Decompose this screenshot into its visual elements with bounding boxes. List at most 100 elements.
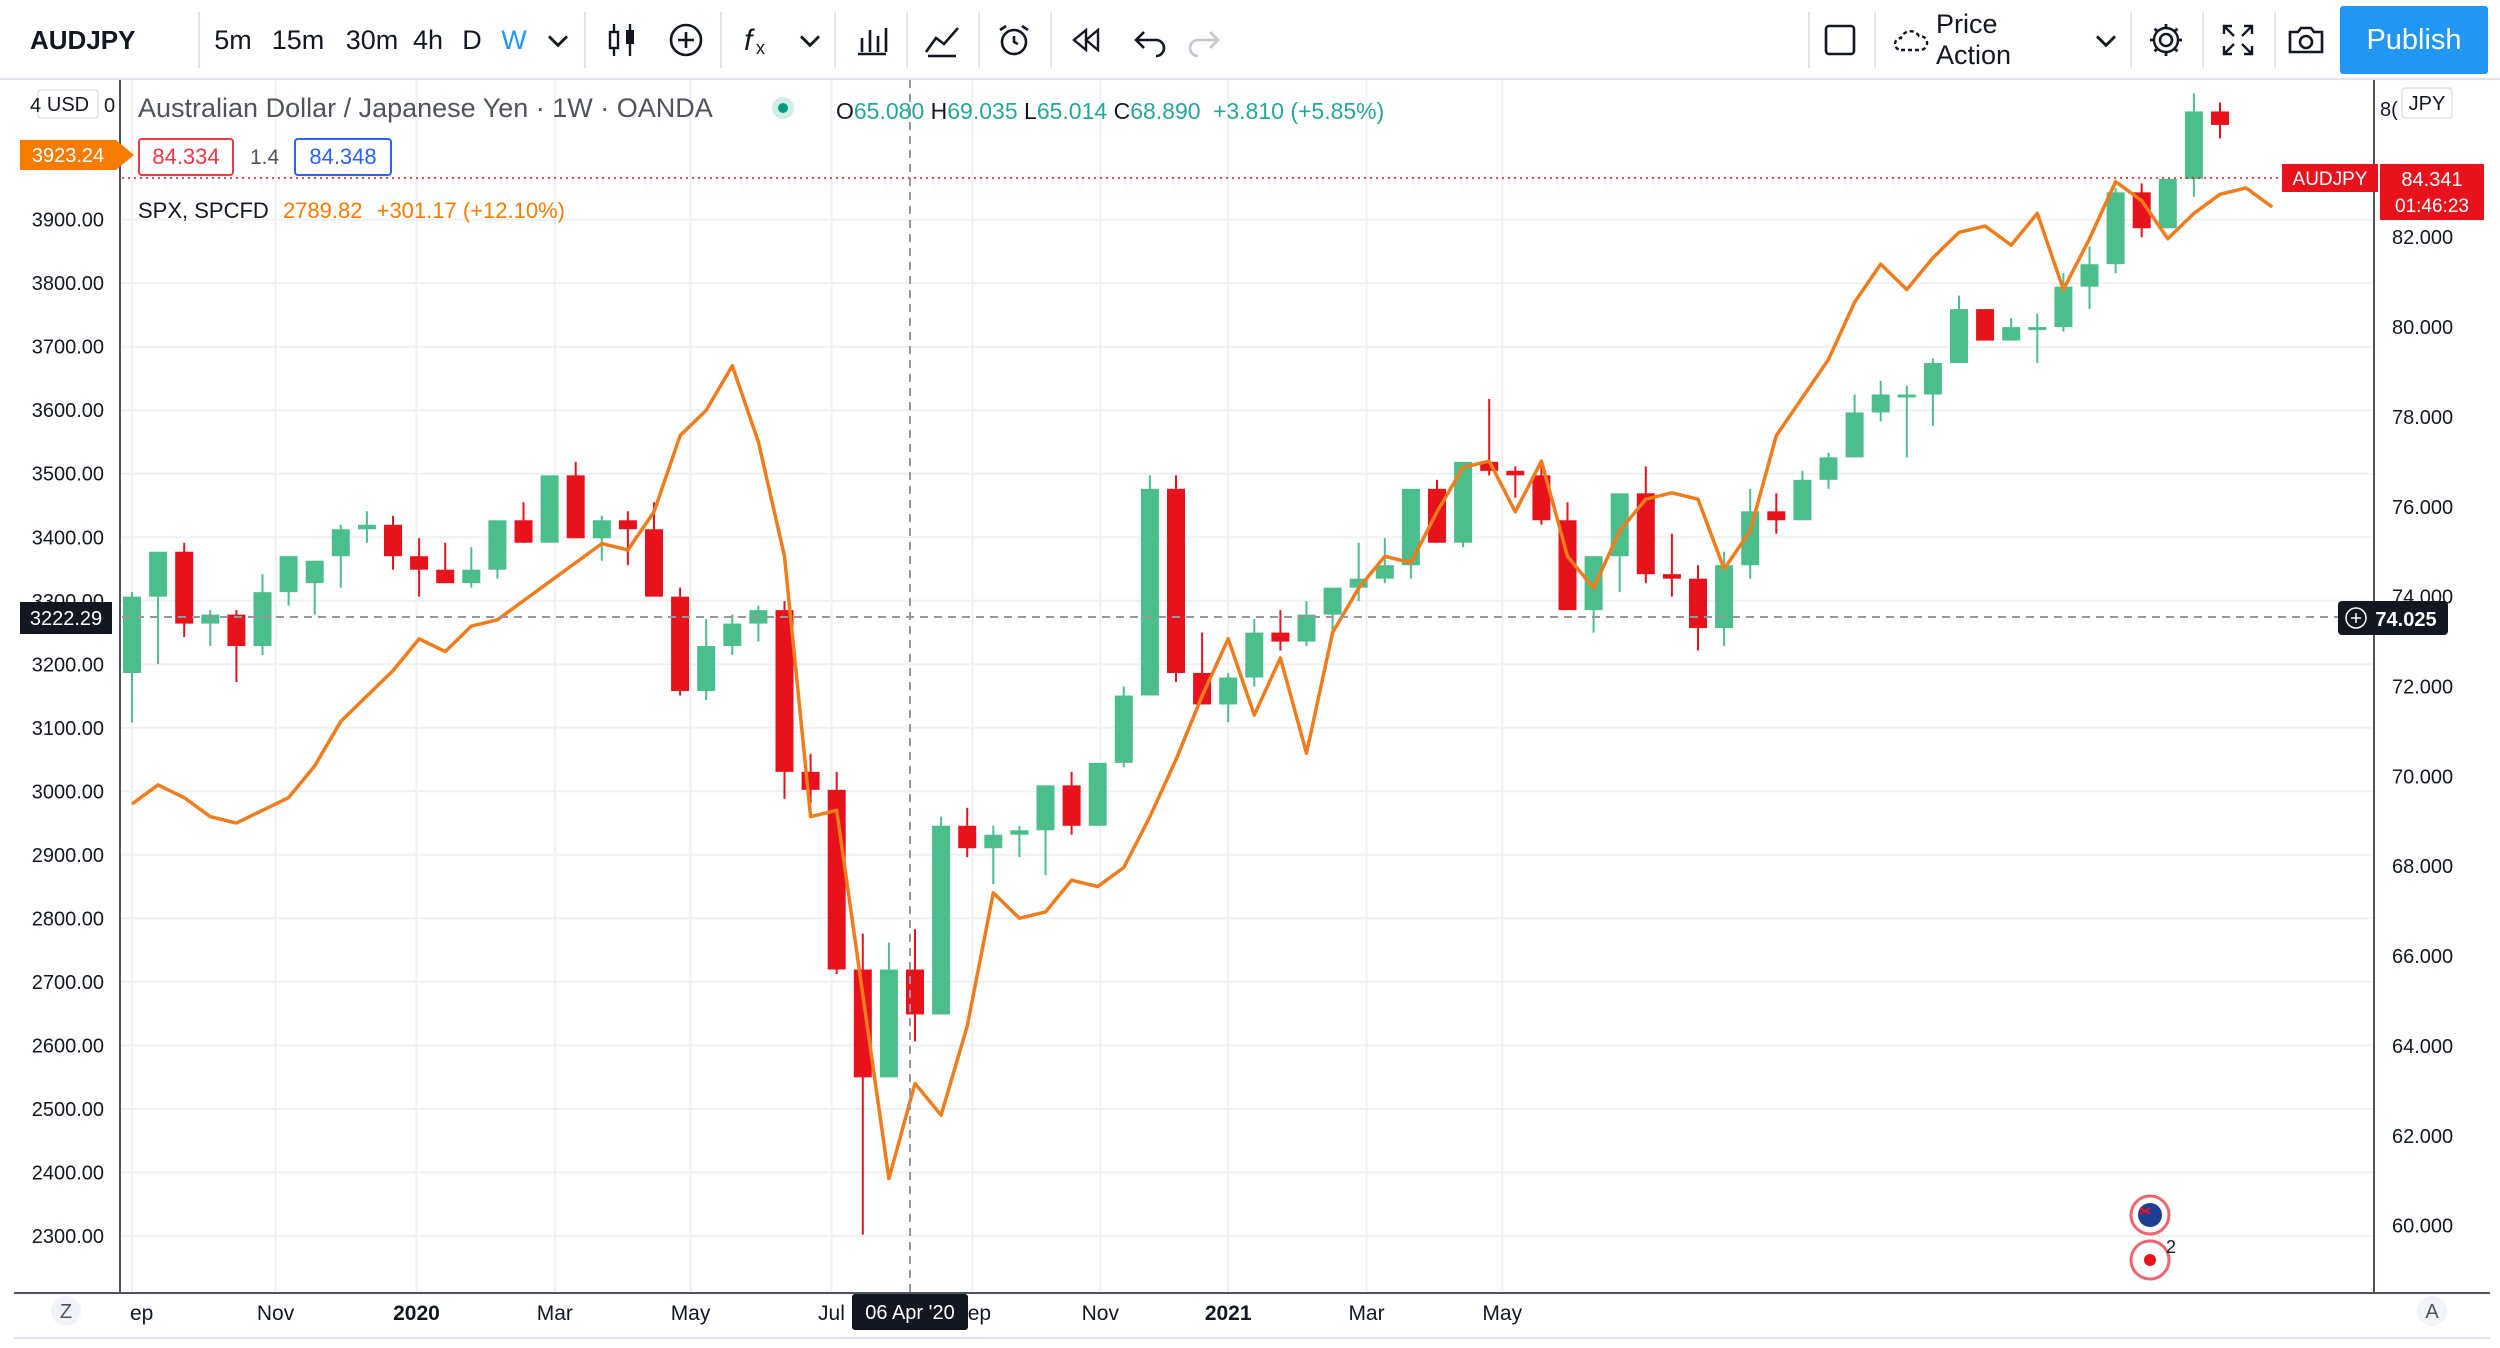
candle-body: [2002, 327, 2021, 341]
buy-button[interactable]: 84.348: [294, 138, 392, 176]
time-tick-label: May: [1482, 1302, 1522, 1325]
compare-icon[interactable]: [912, 0, 972, 80]
candle-body: [149, 551, 168, 597]
candle-body: [566, 475, 585, 539]
interval-d[interactable]: D: [462, 24, 482, 55]
interval-30m[interactable]: 30m: [345, 24, 399, 55]
interval-4h[interactable]: 4h: [412, 24, 444, 55]
auto-scale-button[interactable]: [2417, 1296, 2447, 1326]
candle-body: [1976, 309, 1995, 341]
right-currency-badge[interactable]: [2401, 87, 2453, 119]
chevron-down-icon[interactable]: [792, 0, 828, 80]
last-price-value: 84.341: [2401, 169, 2462, 191]
candle-body: [1871, 394, 1890, 413]
time-tick-label: 2020: [393, 1302, 440, 1325]
sell-button[interactable]: 84.334: [138, 138, 234, 176]
countdown-value: 01:46:23: [2395, 196, 2469, 217]
layout-square-icon[interactable]: [1812, 0, 1868, 80]
candle-body: [2106, 192, 2125, 265]
replay-icon[interactable]: [1056, 0, 1116, 80]
interval-15m[interactable]: 15m: [271, 24, 325, 55]
time-tick-label: Mar: [1348, 1302, 1384, 1325]
australia-flag-icon: [2139, 1207, 2151, 1215]
left-tick-label: 3800.00: [32, 273, 104, 295]
candle-body: [1923, 363, 1942, 395]
left-price-axis[interactable]: 3900.00 3800.00 3700.00 3600.00 3500.00 3400.…: [32, 210, 104, 1248]
candle-body: [1741, 511, 1760, 566]
last-symbol-text: AUDJPY: [2293, 169, 2368, 190]
candle-body: [1375, 565, 1394, 579]
right-currency-label: JPY: [2409, 93, 2446, 115]
spx-price-badge-text: 3923.24: [32, 145, 104, 167]
event-count: 2: [2166, 1237, 2176, 1257]
series-title[interactable]: Australian Dollar / Japanese Yen · 1W · …: [138, 93, 713, 123]
candle-body: [1845, 412, 1864, 458]
price-chart[interactable]: 3900.00 3800.00 3700.00 3600.00 3500.00 3400.…: [0, 80, 2500, 1343]
left-tick-label: 3700.00: [32, 337, 104, 359]
candle-body: [906, 969, 924, 1015]
chevron-down-icon[interactable]: [540, 0, 576, 80]
chart-area[interactable]: 3900.00 3800.00 3700.00 3600.00 3500.00 3400.…: [0, 80, 2500, 1343]
crosshair-right-value: 74.025: [2375, 609, 2436, 631]
redo-icon[interactable]: [1176, 0, 1232, 80]
cloud-icon[interactable]: [1884, 0, 1938, 80]
symbol-search[interactable]: AUDJPY: [30, 24, 136, 55]
fullscreen-icon[interactable]: [2208, 0, 2268, 80]
undo-icon[interactable]: [1122, 0, 1178, 80]
candle-body: [436, 569, 455, 584]
add-indicator-icon[interactable]: [656, 0, 716, 80]
candle-body: [1454, 461, 1473, 543]
candle-body: [775, 610, 794, 772]
candle-body: [1114, 695, 1133, 763]
candle-body: [1297, 614, 1316, 642]
candle-body: [1167, 488, 1185, 674]
candle-body: [384, 524, 402, 557]
candle-body: [123, 596, 141, 674]
right-tick-label: 70.000: [2392, 766, 2453, 788]
interval-w[interactable]: W: [501, 24, 527, 55]
divider: [2130, 12, 2132, 68]
left-tick-label: 2600.00: [32, 1035, 104, 1057]
left-currency-badge[interactable]: [37, 89, 99, 119]
compare-legend[interactable]: SPX, SPCFD 2789.82 +301.17 (+12.10%): [138, 198, 565, 223]
event-marker-icon: [2144, 1254, 2156, 1266]
camera-icon[interactable]: [2278, 0, 2334, 80]
candle-body: [2158, 178, 2177, 229]
candle-body: [1584, 556, 1603, 611]
candle-body: [1401, 488, 1420, 566]
candle-body: [1715, 565, 1734, 629]
candle-body: [1793, 479, 1812, 521]
left-tick-label: 2900.00: [32, 845, 104, 867]
time-tick-label: 2021: [1205, 1302, 1252, 1325]
candle-body: [2132, 192, 2151, 229]
candle-body: [1219, 677, 1238, 705]
candle-body: [305, 560, 324, 584]
template-name[interactable]: Price Action: [1936, 9, 2012, 70]
divider: [584, 12, 586, 68]
candle-body: [801, 771, 820, 790]
alarm-clock-icon[interactable]: [984, 0, 1044, 80]
zoom-label: Z: [60, 1301, 72, 1323]
left-tick-label: 2300.00: [32, 1226, 104, 1248]
candle-body: [853, 969, 872, 1078]
candle-body: [618, 520, 637, 530]
publish-button[interactable]: Publish: [2340, 6, 2488, 74]
spx-series-line: [130, 179, 2274, 1181]
candle-body: [592, 520, 611, 539]
candles-icon[interactable]: [592, 0, 652, 80]
interval-5m[interactable]: 5m: [214, 24, 252, 55]
candle-body: [1689, 578, 1707, 629]
right-tick-label: 80.000: [2392, 317, 2453, 339]
candle-body: [1506, 470, 1525, 476]
last-price-badge: [2380, 164, 2484, 220]
left-tick-label: 3900.00: [32, 210, 104, 232]
bar-chart-icon[interactable]: [842, 0, 902, 80]
zoom-button[interactable]: [51, 1296, 81, 1326]
market-status-icon[interactable]: [772, 97, 794, 119]
gear-icon[interactable]: [2136, 0, 2196, 80]
plus-circle-icon[interactable]: [2345, 607, 2367, 629]
candle-body: [1140, 488, 1159, 696]
audjpy-candles: [123, 93, 2229, 1235]
chevron-down-icon[interactable]: [2088, 0, 2124, 80]
